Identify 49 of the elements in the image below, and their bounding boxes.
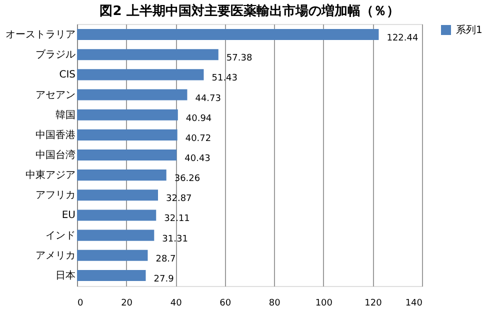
y-tick-label: ブラジル <box>36 48 76 61</box>
y-tick-label: 韓国 <box>56 108 76 121</box>
bar <box>77 49 218 60</box>
data-label: 32.87 <box>166 194 192 204</box>
bar <box>77 89 188 100</box>
bar <box>77 29 379 40</box>
bar <box>77 69 204 80</box>
x-tick-label: 140 <box>405 298 423 308</box>
data-label: 32.11 <box>164 214 190 224</box>
bar <box>77 129 178 140</box>
y-tick-label: 中国台湾 <box>36 149 76 161</box>
y-tick-label: アフリカ <box>36 190 76 202</box>
y-tick-label: アメリカ <box>36 250 76 262</box>
data-label: 40.43 <box>184 154 210 164</box>
bar <box>77 210 156 221</box>
bar <box>77 270 146 281</box>
data-label: 31.31 <box>162 234 188 244</box>
bar <box>77 170 166 181</box>
x-tick-label: 0 <box>78 298 84 308</box>
x-tick-label: 20 <box>121 298 133 308</box>
y-tick-label: CIS <box>59 70 76 81</box>
x-tick-label: 80 <box>268 298 281 308</box>
y-tick-label: 中国香港 <box>36 128 76 141</box>
bar <box>77 190 158 201</box>
data-label: 44.73 <box>195 94 221 104</box>
data-label: 122.44 <box>386 34 418 44</box>
y-tick-label: 中東アジア <box>26 169 76 182</box>
data-label: 28.7 <box>156 254 176 264</box>
bar <box>77 109 178 120</box>
y-tick-label: アセアン <box>36 90 76 101</box>
bar <box>77 250 148 261</box>
x-tick-label: 40 <box>170 298 182 308</box>
x-tick-label: 120 <box>364 298 382 308</box>
bar <box>77 230 154 241</box>
y-tick-label: 日本 <box>56 269 76 282</box>
data-label: 51.43 <box>212 74 238 84</box>
legend-label: 系列1 <box>456 24 482 36</box>
x-tick-label: 100 <box>315 298 333 308</box>
chart-title: 図2 上半期中国対主要医薬輸出市場の増加幅（％） <box>100 3 400 19</box>
data-label: 57.38 <box>226 54 252 64</box>
bar <box>77 149 177 161</box>
data-label: 40.72 <box>185 134 212 144</box>
data-label: 40.94 <box>186 114 212 124</box>
data-label: 36.26 <box>174 174 200 184</box>
y-tick-label: EU <box>62 210 76 222</box>
data-label: 27.9 <box>154 274 174 284</box>
y-tick-label: オーストラリア <box>6 30 76 41</box>
y-tick-label: インド <box>46 230 76 242</box>
x-tick-label: 60 <box>220 298 232 308</box>
